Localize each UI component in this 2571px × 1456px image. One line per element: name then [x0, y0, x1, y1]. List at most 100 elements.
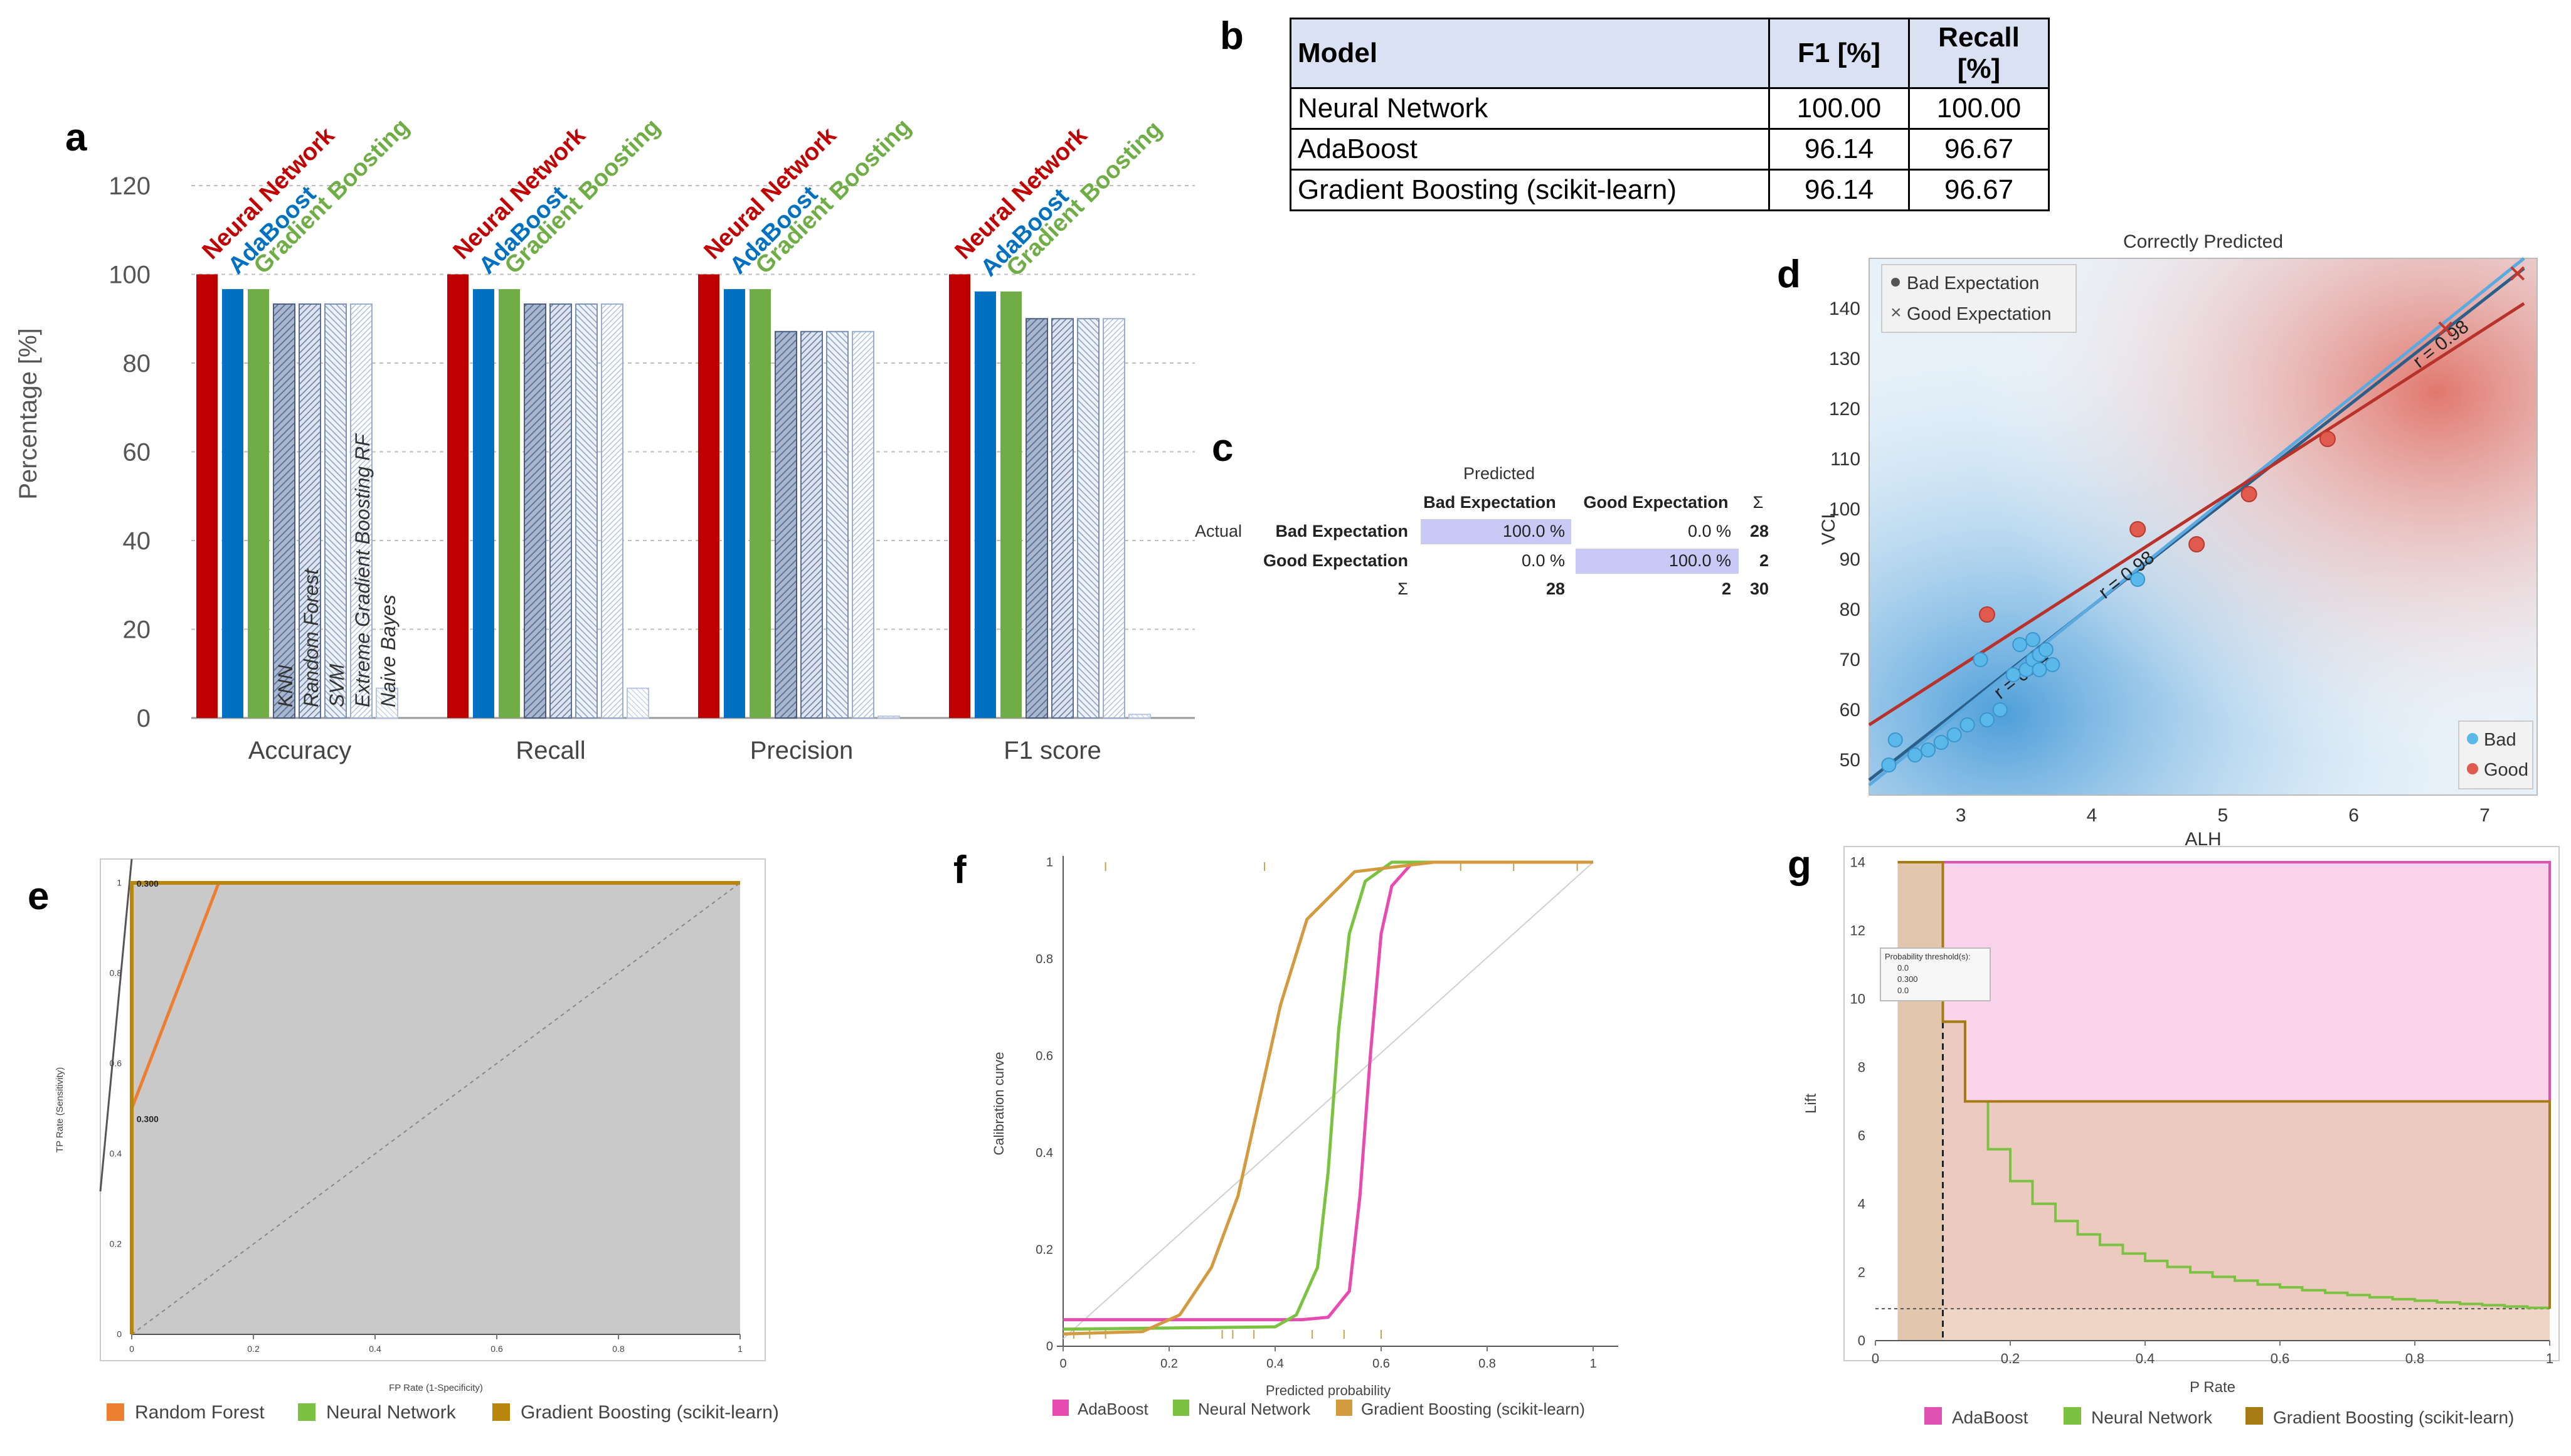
bar — [499, 289, 520, 718]
cm-predicted-title: Predicted — [1463, 464, 1535, 483]
legend-swatch — [1173, 1400, 1189, 1416]
data-point-good-x — [2438, 321, 2453, 336]
data-point-bad — [2005, 667, 2021, 682]
bar — [273, 303, 295, 719]
y-tick-label: 0 — [1046, 1340, 1053, 1354]
y-tick-label: 10 — [1850, 991, 1865, 1006]
y-tick-label: 0.8 — [1036, 952, 1053, 966]
category-label: Recall — [516, 737, 585, 764]
series-label: Naive Bayes — [377, 594, 400, 707]
table-cell-recall: 100.00 — [1908, 87, 2050, 130]
y-tick-label: 12 — [1850, 922, 1865, 938]
data-point-good — [2129, 521, 2146, 537]
bar — [975, 291, 996, 718]
lift-curve-neural-network — [1897, 861, 2551, 1309]
y-tick-label: 0.6 — [1036, 1049, 1053, 1063]
y-tick-label: 1 — [117, 878, 122, 888]
x-tick-label: 0.2 — [1160, 1357, 1178, 1371]
y-tick-label: 140 — [1829, 298, 1860, 319]
threshold-box-text: 0.0 — [1897, 986, 1909, 995]
legend-marker: × — [1890, 302, 1902, 323]
legend-label: Good Expectation — [1907, 304, 2052, 324]
table-row: Neural Network 100.00 100.00 — [1290, 87, 2050, 130]
x-tick-label: 6 — [2348, 805, 2359, 826]
x-tick-label: 0 — [1059, 1357, 1066, 1371]
x-tick-label: 3 — [1956, 805, 1966, 826]
calibration-curve — [1063, 860, 1593, 1322]
table-cell-f1: 96.14 — [1768, 128, 1910, 171]
y-axis-label: TP Rate (Sensitivity) — [55, 1067, 65, 1153]
plot-frame — [1843, 846, 2560, 1361]
table-row: Gradient Boosting (scikit-learn) 96.14 9… — [1290, 169, 2050, 211]
cm-cell: 0.0 % — [1522, 551, 1565, 570]
bar — [350, 303, 373, 719]
y-tick-label: 0.6 — [110, 1058, 122, 1068]
bar — [826, 330, 849, 719]
series-label: Random Forest — [300, 568, 322, 707]
table-header-recall: Recall [%] — [1908, 18, 2050, 89]
legend-label: AdaBoost — [1078, 1400, 1149, 1418]
bar — [1077, 318, 1100, 719]
y-tick-label: 0.2 — [110, 1239, 122, 1249]
legend-box-top — [1881, 264, 2077, 333]
x-tick-label: 5 — [2217, 805, 2228, 826]
data-point-bad — [2025, 632, 2041, 647]
y-tick-label: 6 — [1858, 1127, 1865, 1143]
y-tick-label: 120 — [109, 172, 151, 200]
panel-letter-f: f — [953, 848, 967, 892]
y-tick-label: 0.2 — [1036, 1243, 1053, 1257]
panel-letter-a: a — [65, 116, 87, 159]
data-point-bad — [1973, 652, 1988, 667]
x-tick-label: 0.6 — [1372, 1357, 1390, 1371]
x-tick-label: 7 — [2479, 805, 2490, 826]
y-tick-label: 60 — [123, 439, 151, 467]
x-tick-label: 1 — [2546, 1351, 2553, 1366]
plot-frame — [1869, 258, 2538, 796]
y-tick-label: 100 — [1829, 499, 1860, 520]
cm-row-sum: 28 — [1750, 522, 1769, 541]
data-point-good — [1978, 606, 1995, 623]
roc-curve — [130, 881, 740, 1334]
x-tick-label: 0.8 — [612, 1344, 625, 1354]
table-header-f1: F1 [%] — [1768, 18, 1910, 89]
legend-swatch — [1052, 1400, 1069, 1416]
bar — [698, 274, 719, 718]
bar — [949, 274, 970, 718]
cm-sigma: Σ — [1753, 493, 1764, 512]
data-point-bad — [2012, 637, 2028, 652]
legend-swatch — [298, 1403, 315, 1421]
bar — [376, 687, 398, 719]
data-point-good-x — [2510, 266, 2525, 281]
series-label: KNN — [274, 665, 297, 707]
cm-actual-label: Actual — [1195, 522, 1242, 541]
legend-swatch — [107, 1403, 124, 1421]
x-tick-label: 0.4 — [1266, 1357, 1284, 1371]
cm-cell: 0.0 % — [1688, 522, 1731, 541]
bar — [196, 274, 218, 718]
bar — [575, 303, 598, 719]
data-point-bad — [2130, 572, 2146, 587]
x-tick-label: 0.6 — [2271, 1351, 2290, 1366]
y-tick-label: 40 — [123, 527, 151, 555]
y-tick-label: 14 — [1850, 854, 1865, 870]
cm-sigma: Σ — [1397, 579, 1408, 598]
cm-total: 2 — [1722, 579, 1731, 598]
panel-b-table: Model F1 [%] Recall [%] Neural Network 1… — [1290, 18, 2050, 211]
table-cell-model: AdaBoost — [1290, 128, 1770, 171]
x-tick-label: 0.8 — [2405, 1351, 2425, 1366]
panel-letter-g: g — [1788, 843, 1811, 887]
category-label: Accuracy — [248, 737, 352, 764]
series-label: SVM — [326, 663, 348, 707]
x-axis-label: Predicted probability — [1266, 1383, 1391, 1398]
bar — [724, 289, 745, 718]
panel-d-scatter: Correctly Predicted 3 4 5 6 7 50 60 70 80 90 100 110… — [1818, 231, 2538, 850]
threshold-annotation: 0.300 — [137, 1114, 159, 1124]
cm-highlight-cell — [1421, 519, 1571, 544]
threshold-box-text: Probability threshold(s): — [1885, 952, 1971, 961]
lift-area-nn — [1897, 862, 1943, 1341]
x-tick-label: 0.2 — [247, 1344, 260, 1354]
y-tick-label: 0.4 — [1036, 1146, 1053, 1160]
x-tick-label: 0.4 — [369, 1344, 381, 1354]
diagonal-line — [131, 882, 741, 1335]
